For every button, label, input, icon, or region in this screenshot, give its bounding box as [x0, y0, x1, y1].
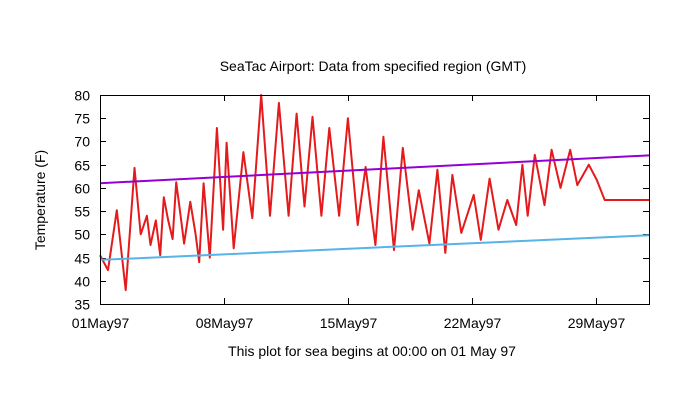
- series-line: [99, 234, 650, 261]
- y-tick-label: 70: [74, 134, 90, 150]
- y-axis-label: Temperature (F): [32, 150, 48, 250]
- x-tick-label: 08May97: [196, 315, 254, 331]
- x-tick-label: 22May97: [444, 315, 502, 331]
- y-tick-label: 45: [74, 251, 90, 267]
- x-axis-label: This plot for sea begins at 00:00 on 01 …: [228, 343, 516, 359]
- y-tick-label: 65: [74, 158, 90, 174]
- y-tick-label: 80: [74, 88, 90, 104]
- x-tick-label: 01May97: [72, 315, 130, 331]
- y-tick-label: 40: [74, 274, 90, 290]
- plot-series: [99, 94, 650, 292]
- y-tick-label: 75: [74, 111, 90, 127]
- series-line: [99, 94, 649, 292]
- x-tick-label: 29May97: [568, 315, 626, 331]
- x-tick-label: 15May97: [320, 315, 378, 331]
- y-tick-label: 60: [74, 181, 90, 197]
- chart-title: SeaTac Airport: Data from specified regi…: [220, 58, 527, 74]
- y-tick-label: 35: [74, 297, 90, 313]
- plot-frame: [100, 95, 650, 305]
- series-line: [99, 154, 650, 185]
- y-tick-label: 50: [74, 227, 90, 243]
- y-tick-label: 55: [74, 204, 90, 220]
- x-axis-ticks: 01May97 08May97 15May97 22May97 29May97: [72, 95, 626, 331]
